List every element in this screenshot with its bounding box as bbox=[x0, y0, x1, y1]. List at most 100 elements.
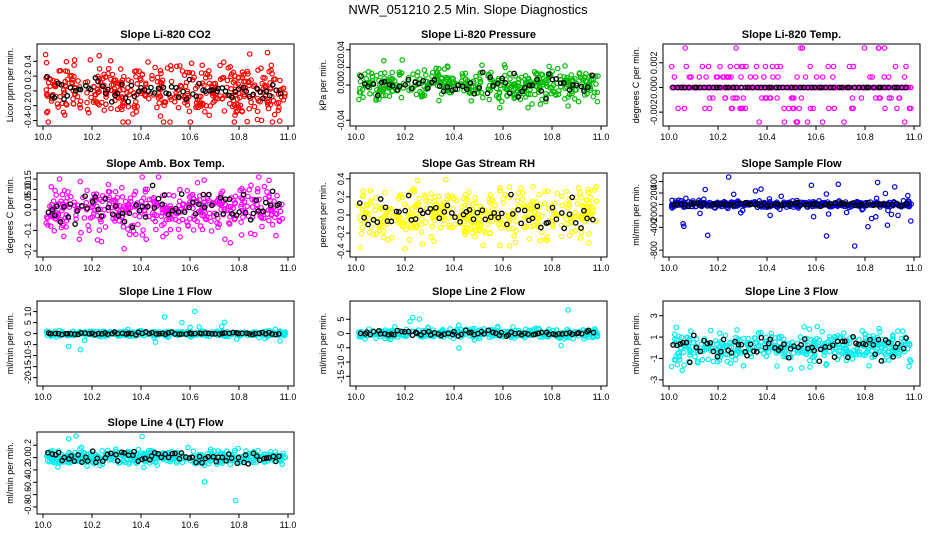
data-point bbox=[553, 327, 560, 333]
data-point bbox=[130, 454, 136, 461]
data-point bbox=[558, 233, 565, 240]
black-data-point bbox=[95, 330, 102, 337]
black-data-point bbox=[142, 214, 149, 220]
black-data-point bbox=[856, 84, 863, 91]
data-point bbox=[733, 63, 740, 70]
x-tick-label: 10.8 bbox=[856, 263, 874, 273]
data-point bbox=[87, 215, 94, 221]
black-data-point bbox=[526, 82, 533, 89]
data-point bbox=[47, 76, 54, 83]
black-data-point bbox=[209, 331, 215, 337]
black-data-point bbox=[99, 83, 106, 90]
y-tick-label: 0.05 bbox=[23, 191, 33, 209]
data-point bbox=[251, 103, 258, 110]
black-data-point bbox=[159, 330, 165, 337]
black-data-point bbox=[481, 331, 487, 337]
black-data-point bbox=[165, 330, 172, 336]
black-data-point bbox=[768, 84, 775, 91]
data-point bbox=[819, 74, 826, 80]
data-point bbox=[699, 63, 706, 70]
data-point bbox=[494, 323, 501, 330]
y-tick-label: 0.0 bbox=[336, 209, 346, 222]
black-data-point bbox=[151, 90, 158, 96]
data-point bbox=[228, 73, 234, 80]
black-data-point bbox=[427, 205, 434, 212]
data-point bbox=[48, 201, 55, 208]
black-data-point bbox=[519, 88, 525, 95]
panel-title: Slope Line 1 Flow bbox=[119, 286, 212, 298]
y-axis-label: ml/min per min. bbox=[631, 184, 641, 246]
data-point bbox=[43, 87, 50, 93]
data-point bbox=[869, 354, 875, 361]
black-data-point bbox=[766, 84, 773, 91]
black-data-point bbox=[112, 203, 119, 209]
black-data-point bbox=[730, 84, 737, 91]
black-data-point bbox=[792, 84, 798, 91]
black-data-point bbox=[716, 84, 723, 91]
data-point bbox=[903, 63, 909, 70]
data-point bbox=[477, 76, 483, 82]
data-point bbox=[186, 216, 193, 222]
black-data-point bbox=[105, 204, 112, 211]
data-point bbox=[78, 229, 84, 236]
data-point bbox=[132, 212, 138, 219]
data-point bbox=[199, 226, 206, 233]
data-point bbox=[190, 227, 197, 233]
data-point bbox=[891, 184, 898, 190]
data-point bbox=[260, 215, 267, 222]
black-data-point bbox=[125, 330, 132, 337]
black-data-point bbox=[405, 76, 412, 83]
data-point bbox=[369, 74, 376, 80]
data-point bbox=[64, 195, 71, 201]
data-point bbox=[680, 223, 687, 230]
black-data-point bbox=[678, 84, 685, 91]
x-tick-label: 10.8 bbox=[230, 263, 248, 273]
black-data-point bbox=[67, 201, 74, 207]
data-point bbox=[906, 363, 912, 370]
black-data-point bbox=[794, 199, 801, 206]
data-point bbox=[907, 218, 914, 224]
black-data-point bbox=[732, 338, 738, 345]
data-point bbox=[858, 95, 865, 101]
data-point bbox=[217, 201, 223, 208]
black-data-point bbox=[718, 348, 724, 355]
data-point bbox=[549, 68, 556, 75]
data-point bbox=[384, 220, 390, 227]
y-tick-label: 0.02 bbox=[336, 59, 346, 77]
data-point bbox=[594, 98, 601, 105]
black-data-point bbox=[75, 331, 81, 338]
black-data-point bbox=[64, 92, 71, 99]
black-data-point bbox=[745, 201, 751, 207]
data-point bbox=[77, 445, 83, 452]
data-point bbox=[99, 447, 105, 454]
data-point bbox=[724, 358, 731, 365]
x-tick-label: 10.0 bbox=[347, 132, 365, 142]
data-point bbox=[865, 223, 871, 230]
data-point bbox=[173, 63, 180, 70]
data-point bbox=[717, 353, 724, 360]
data-point bbox=[221, 319, 228, 326]
black-data-point bbox=[136, 207, 143, 214]
data-point bbox=[188, 60, 195, 67]
data-point bbox=[756, 119, 763, 125]
data-point bbox=[849, 95, 856, 101]
black-data-point bbox=[744, 352, 750, 359]
data-point bbox=[693, 336, 700, 342]
y-tick-label: -0.2 bbox=[336, 225, 346, 241]
x-tick-label: 10.2 bbox=[709, 132, 727, 142]
data-point bbox=[774, 363, 780, 369]
data-point bbox=[585, 189, 592, 196]
data-point bbox=[894, 105, 900, 112]
black-data-point bbox=[753, 349, 760, 355]
x-tick-label: 10.6 bbox=[494, 132, 512, 142]
y-tick-label: 400 bbox=[649, 174, 659, 189]
data-point bbox=[885, 207, 891, 214]
data-point bbox=[58, 224, 65, 231]
black-data-point bbox=[903, 201, 910, 207]
black-data-point bbox=[219, 330, 226, 337]
data-point bbox=[420, 332, 427, 338]
data-point bbox=[527, 91, 534, 98]
data-point bbox=[48, 184, 55, 190]
black-data-point bbox=[128, 82, 135, 89]
y-axis-label: Licor ppm per min. bbox=[5, 48, 15, 123]
